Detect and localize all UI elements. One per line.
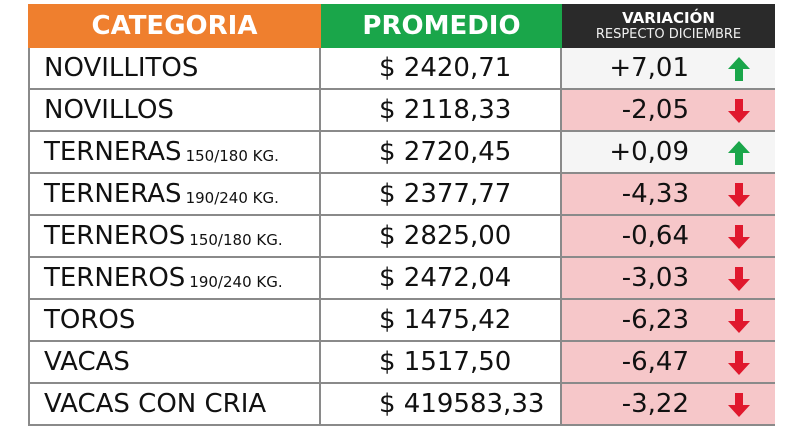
cell-variacion: +0,09: [562, 132, 775, 172]
categoria-label: NOVILLOS: [44, 95, 174, 125]
cell-categoria: NOVILLOS: [28, 90, 321, 130]
cell-variacion: -3,22: [562, 384, 775, 424]
categoria-label: VACAS: [44, 347, 130, 377]
variacion-value: -3,03: [621, 263, 689, 293]
categoria-label: TOROS: [44, 305, 136, 335]
variacion-value: -0,64: [621, 221, 689, 251]
header-variacion-subtitle: RESPECTO DICIEMBRE: [595, 27, 742, 42]
categoria-label: TERNEROS: [44, 263, 186, 293]
table-body: NOVILLITOS $ 2420,71 +7,01 NOVILLOS $ 2118,3…: [28, 48, 775, 426]
arrow-down-icon: [728, 183, 750, 207]
cell-variacion: -6,47: [562, 342, 775, 382]
cell-promedio: $ 2118,33: [321, 90, 562, 130]
cell-variacion: -0,64: [562, 216, 775, 256]
cell-variacion: -4,33: [562, 174, 775, 214]
table-row: NOVILLITOS $ 2420,71 +7,01: [28, 48, 775, 90]
arrow-down-icon: [728, 99, 750, 123]
categoria-weight-range: 150/180 KG.: [185, 147, 279, 165]
cell-promedio: $ 2420,71: [321, 48, 562, 88]
cell-promedio: $ 2472,04: [321, 258, 562, 298]
header-variacion: VARIACIÓN RESPECTO DICIEMBRE: [562, 4, 775, 48]
table-row: TERNEROS 190/240 KG. $ 2472,04 -3,03: [28, 258, 775, 300]
header-variacion-title: VARIACIÓN: [622, 9, 715, 27]
variacion-value: -3,22: [621, 389, 689, 419]
categoria-weight-range: 190/240 KG.: [189, 273, 283, 291]
categoria-label: TERNERAS: [44, 137, 182, 167]
variacion-value: +7,01: [609, 53, 689, 83]
cell-categoria: TOROS: [28, 300, 321, 340]
variacion-value: +0,09: [609, 137, 689, 167]
cell-variacion: -3,03: [562, 258, 775, 298]
table-row: TERNERAS 190/240 KG. $ 2377,77 -4,33: [28, 174, 775, 216]
table-row: TERNEROS 150/180 KG. $ 2825,00 -0,64: [28, 216, 775, 258]
variacion-value: -6,23: [621, 305, 689, 335]
categoria-weight-range: 190/240 KG.: [185, 189, 279, 207]
arrow-down-icon: [728, 393, 750, 417]
cell-promedio: $ 419583,33: [321, 384, 562, 424]
cell-promedio: $ 2825,00: [321, 216, 562, 256]
table-row: TERNERAS 150/180 KG. $ 2720,45 +0,09: [28, 132, 775, 174]
table-row: NOVILLOS $ 2118,33 -2,05: [28, 90, 775, 132]
arrow-down-icon: [728, 351, 750, 375]
variacion-value: -4,33: [621, 179, 689, 209]
categoria-weight-range: 150/180 KG.: [189, 231, 283, 249]
categoria-label: TERNERAS: [44, 179, 182, 209]
cell-categoria: VACAS: [28, 342, 321, 382]
arrow-up-icon: [728, 57, 750, 81]
header-promedio: PROMEDIO: [321, 4, 562, 48]
cell-promedio: $ 1517,50: [321, 342, 562, 382]
cell-promedio: $ 1475,42: [321, 300, 562, 340]
cell-categoria: TERNEROS 150/180 KG.: [28, 216, 321, 256]
arrow-up-icon: [728, 141, 750, 165]
arrow-down-icon: [728, 225, 750, 249]
table-row: TOROS $ 1475,42 -6,23: [28, 300, 775, 342]
table-row: VACAS $ 1517,50 -6,47: [28, 342, 775, 384]
cell-variacion: +7,01: [562, 48, 775, 88]
categoria-label: TERNEROS: [44, 221, 186, 251]
variacion-value: -6,47: [621, 347, 689, 377]
header-categoria: CATEGORIA: [28, 4, 321, 48]
price-table: CATEGORIA PROMEDIO VARIACIÓN RESPECTO DI…: [28, 4, 775, 426]
cell-variacion: -6,23: [562, 300, 775, 340]
table-row: VACAS CON CRIA $ 419583,33 -3,22: [28, 384, 775, 426]
cell-categoria: TERNERAS 190/240 KG.: [28, 174, 321, 214]
categoria-label: VACAS CON CRIA: [44, 389, 267, 419]
cell-variacion: -2,05: [562, 90, 775, 130]
variacion-value: -2,05: [621, 95, 689, 125]
categoria-label: NOVILLITOS: [44, 53, 199, 83]
cell-categoria: TERNEROS 190/240 KG.: [28, 258, 321, 298]
table-header: CATEGORIA PROMEDIO VARIACIÓN RESPECTO DI…: [28, 4, 775, 48]
cell-categoria: VACAS CON CRIA: [28, 384, 321, 424]
arrow-down-icon: [728, 267, 750, 291]
cell-promedio: $ 2720,45: [321, 132, 562, 172]
arrow-down-icon: [728, 309, 750, 333]
cell-promedio: $ 2377,77: [321, 174, 562, 214]
cell-categoria: NOVILLITOS: [28, 48, 321, 88]
cell-categoria: TERNERAS 150/180 KG.: [28, 132, 321, 172]
